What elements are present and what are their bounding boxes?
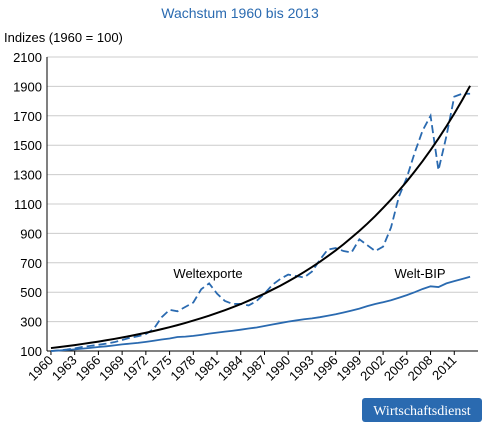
series-line — [50, 92, 471, 352]
x-tick-label: 2011 — [429, 353, 459, 383]
y-tick-label: 1700 — [13, 109, 42, 124]
x-tick-label: 2008 — [405, 353, 436, 384]
x-tick-label: 1984 — [215, 353, 246, 384]
x-tick-label: 1996 — [310, 353, 341, 384]
series-label: Welt-BIP — [394, 266, 445, 281]
x-tick-label: 1978 — [167, 353, 198, 384]
x-tick-label: 1987 — [239, 353, 270, 384]
source-badge — [362, 398, 482, 422]
x-tick-label: 1993 — [286, 353, 317, 384]
x-tick-label: 1969 — [96, 353, 127, 384]
y-tick-label: 1500 — [13, 138, 42, 153]
y-tick-label: 900 — [20, 226, 42, 241]
y-tick-label: 500 — [20, 285, 42, 300]
series-line — [50, 275, 471, 352]
x-tick-label: 1966 — [72, 353, 103, 384]
y-tick-label: 300 — [20, 315, 42, 330]
y-tick-label: 700 — [20, 256, 42, 271]
x-tick-label: 1990 — [262, 353, 293, 384]
x-tick-label: 1963 — [49, 353, 80, 384]
y-tick-label: 100 — [20, 344, 42, 359]
x-tick-label: 2002 — [357, 353, 388, 384]
chart-title: Wachstum 1960 bis 2013 — [161, 5, 319, 21]
y-tick-label: 1300 — [13, 168, 42, 183]
y-tick-label: 2100 — [13, 50, 42, 65]
source: Wirtschaftsdienst — [373, 404, 471, 419]
x-tick-label: 2005 — [381, 353, 412, 384]
x-tick-label: 1981 — [191, 353, 222, 384]
x-tick-label: 1975 — [144, 353, 175, 384]
y-axis-label: Indizes (1960 = 100) — [4, 30, 123, 45]
y-tick-label: 1100 — [14, 197, 42, 212]
series-line — [50, 85, 471, 350]
y-tick-label: 1900 — [13, 79, 42, 94]
series-label: Weltexporte — [173, 266, 242, 281]
x-tick-label: 1999 — [333, 353, 364, 384]
x-tick-label: 1972 — [120, 353, 151, 384]
